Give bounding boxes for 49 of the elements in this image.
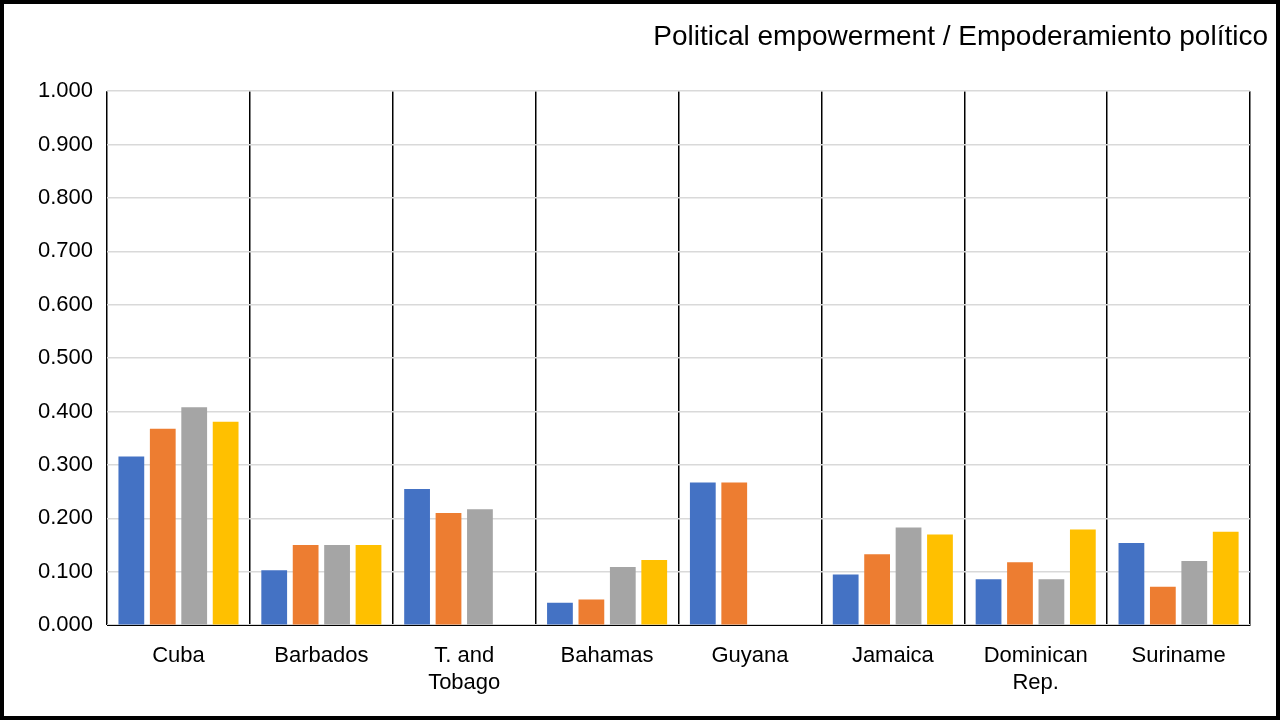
y-tick-label: 1.000 xyxy=(37,77,94,103)
x-tick-label: T. and Tobago xyxy=(428,642,501,694)
y-tick-label: 0.300 xyxy=(37,451,94,477)
bar xyxy=(895,527,922,625)
bar xyxy=(404,489,430,625)
bar xyxy=(1181,561,1208,625)
bar xyxy=(609,566,636,625)
bar xyxy=(1069,529,1096,625)
x-tick-label: Jamaica xyxy=(851,642,935,668)
bar xyxy=(324,545,350,625)
bar xyxy=(864,554,890,625)
bar xyxy=(181,407,208,625)
bar xyxy=(261,570,288,625)
y-tick-label: 0.000 xyxy=(37,611,94,637)
bar xyxy=(467,509,493,625)
bar xyxy=(1118,542,1145,625)
bar xyxy=(149,428,176,625)
bar xyxy=(1212,531,1239,625)
bar xyxy=(1038,579,1065,625)
bar xyxy=(641,560,668,625)
y-tick-label: 0.900 xyxy=(37,130,94,156)
y-tick-label: 0.600 xyxy=(37,290,94,316)
x-tick-label: Bahamas xyxy=(560,642,654,668)
bar xyxy=(435,513,462,625)
y-tick-label: 0.200 xyxy=(37,504,94,530)
bar xyxy=(689,482,716,625)
y-tick-label: 0.700 xyxy=(37,237,94,263)
bar xyxy=(1149,586,1176,625)
y-tick-label: 0.500 xyxy=(37,344,94,370)
bar xyxy=(578,599,605,625)
x-tick-label: Barbados xyxy=(274,642,369,668)
bar xyxy=(355,545,382,625)
bar xyxy=(212,421,239,625)
bar xyxy=(832,574,859,625)
y-tick-label: 0.400 xyxy=(37,397,94,423)
y-tick-label: 0.100 xyxy=(37,557,94,583)
bar xyxy=(721,482,748,625)
x-tick-label: Dominican Rep. xyxy=(983,642,1088,694)
bar xyxy=(927,534,953,625)
bar xyxy=(1007,562,1033,625)
bar xyxy=(292,545,319,625)
y-tick-label: 0.800 xyxy=(37,184,94,210)
x-tick-label: Suriname xyxy=(1131,642,1226,668)
bar xyxy=(547,602,573,625)
chart-title: Political empowerment / Empoderamiento político xyxy=(653,20,1268,52)
bar xyxy=(975,579,1002,625)
x-tick-label: Cuba xyxy=(152,642,206,668)
bar xyxy=(118,456,145,625)
x-tick-label: Guyana xyxy=(711,642,790,668)
